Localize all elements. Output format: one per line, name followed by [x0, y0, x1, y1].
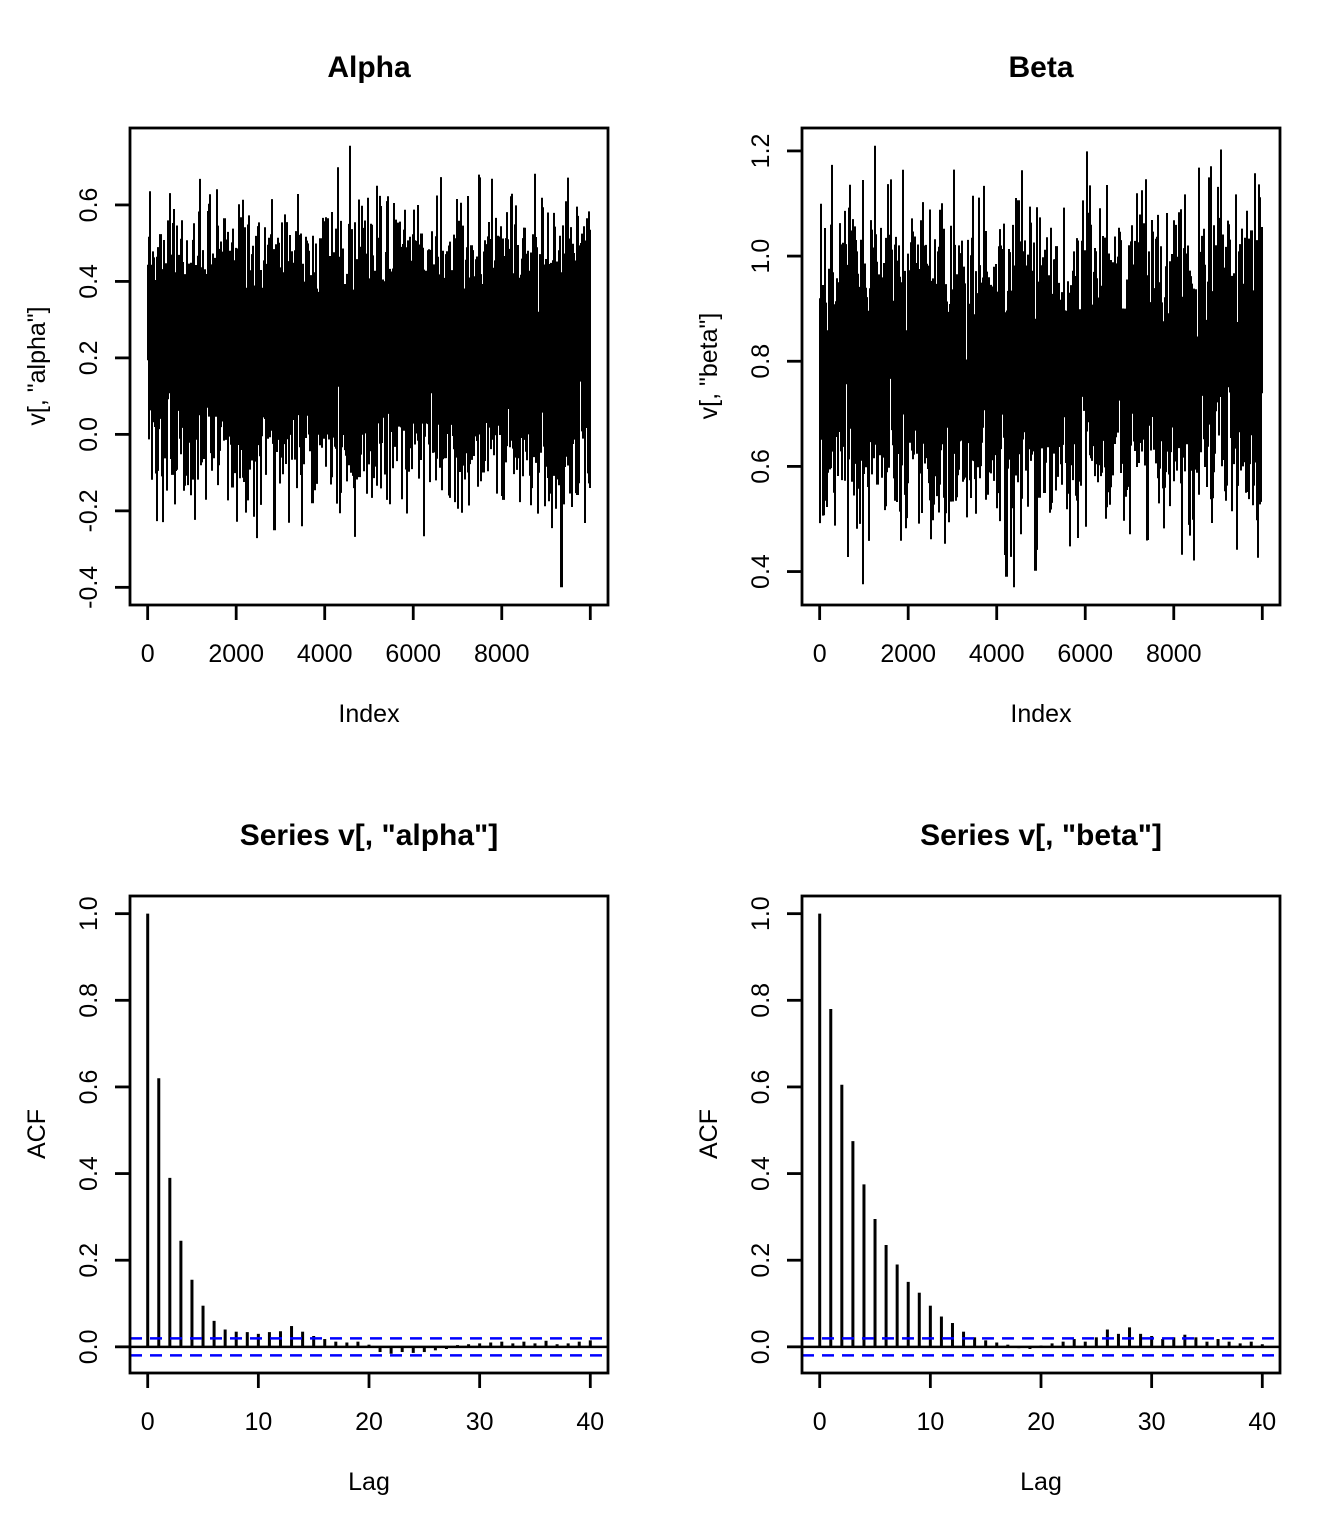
svg-text:6000: 6000 — [1057, 640, 1113, 668]
svg-text:8000: 8000 — [1146, 640, 1202, 668]
plot-box — [800, 126, 1282, 607]
svg-text:0.2: 0.2 — [747, 1243, 775, 1278]
beta-acf-panel: Series v[, "beta"] Lag ACF 0 10 20 30 400.00… — [672, 768, 1344, 1536]
svg-text:0.4: 0.4 — [747, 554, 775, 589]
plot-box — [128, 894, 610, 1375]
svg-text:0: 0 — [141, 1408, 155, 1436]
svg-text:1.0: 1.0 — [747, 896, 775, 931]
svg-text:0.2: 0.2 — [75, 341, 103, 376]
y-axis-label: v[, "beta"] — [695, 313, 723, 420]
svg-text:0.8: 0.8 — [75, 983, 103, 1018]
svg-text:0: 0 — [813, 640, 827, 668]
svg-text:0.6: 0.6 — [747, 449, 775, 484]
svg-text:0.6: 0.6 — [75, 188, 103, 223]
svg-text:40: 40 — [1248, 1408, 1276, 1436]
svg-text:6000: 6000 — [385, 640, 441, 668]
svg-text:0.4: 0.4 — [75, 264, 103, 299]
alpha-acf-panel: Series v[, "alpha"] Lag ACF 0 10 20 30 40 0.0… — [0, 768, 672, 1536]
svg-text:1.0: 1.0 — [747, 239, 775, 274]
svg-text:2000: 2000 — [208, 640, 264, 668]
svg-text:0.4: 0.4 — [75, 1156, 103, 1191]
svg-text:8000: 8000 — [474, 640, 530, 668]
svg-text:20: 20 — [355, 1408, 383, 1436]
y-axis-label: ACF — [23, 1109, 51, 1159]
svg-text:-0.4: -0.4 — [75, 566, 103, 609]
panel-title: Series v[, "alpha"] — [240, 819, 499, 852]
beta-acf-plot-area: 0 10 20 30 40 0.0 0.2 0.4 0.6 0.8 1.0 — [747, 896, 1280, 1436]
svg-text:0.8: 0.8 — [747, 983, 775, 1018]
y-axis-label: v[, "alpha"] — [23, 306, 51, 425]
panel-title: Beta — [1008, 51, 1073, 84]
alpha-trace-panel: Alpha Index v[, "alpha"] 0 2000 4000 6000 80… — [0, 0, 672, 768]
svg-text:0: 0 — [813, 1408, 827, 1436]
svg-text:30: 30 — [466, 1408, 494, 1436]
svg-text:0.0: 0.0 — [747, 1329, 775, 1364]
panel-title: Series v[, "beta"] — [920, 819, 1162, 852]
svg-text:1.0: 1.0 — [75, 896, 103, 931]
x-axis-label: Index — [1010, 700, 1072, 728]
svg-text:10: 10 — [916, 1408, 944, 1436]
plot-box — [800, 894, 1282, 1375]
svg-text:1.2: 1.2 — [747, 134, 775, 169]
svg-text:0.6: 0.6 — [75, 1070, 103, 1105]
svg-text:0.0: 0.0 — [75, 1329, 103, 1364]
beta-trace-panel: Beta Index v[, "beta"] 0 2000 4000 6000 8000… — [672, 0, 1344, 768]
svg-text:4000: 4000 — [297, 640, 353, 668]
y-axis-label: ACF — [695, 1109, 723, 1159]
svg-text:2000: 2000 — [880, 640, 936, 668]
x-axis-label: Lag — [1020, 1468, 1062, 1496]
svg-text:40: 40 — [576, 1408, 604, 1436]
panel-title: Alpha — [327, 51, 411, 84]
x-axis-label: Index — [338, 700, 400, 728]
svg-text:4000: 4000 — [969, 640, 1025, 668]
beta-trace-plot-area: 0 2000 4000 6000 8000 0.4 0.6 0.8 1.0 1.2 — [747, 134, 1264, 668]
alpha-acf-plot-area: 0 10 20 30 40 0.0 0.2 0.4 0.6 0.8 1.0 — [75, 896, 608, 1436]
alpha-trace-plot-area: 0 2000 4000 6000 8000 -0.4 -0.2 0.0 0.2 0.4 0.6 — [75, 145, 592, 668]
svg-text:10: 10 — [244, 1408, 272, 1436]
svg-text:0.6: 0.6 — [747, 1070, 775, 1105]
svg-text:0.4: 0.4 — [747, 1156, 775, 1191]
svg-text:0.8: 0.8 — [747, 344, 775, 379]
svg-text:-0.2: -0.2 — [75, 489, 103, 532]
svg-text:20: 20 — [1027, 1408, 1055, 1436]
x-axis-label: Lag — [348, 1468, 390, 1496]
svg-text:0: 0 — [141, 640, 155, 668]
svg-text:0.0: 0.0 — [75, 417, 103, 452]
plot-box — [128, 126, 610, 607]
svg-text:0.2: 0.2 — [75, 1243, 103, 1278]
svg-text:30: 30 — [1138, 1408, 1166, 1436]
